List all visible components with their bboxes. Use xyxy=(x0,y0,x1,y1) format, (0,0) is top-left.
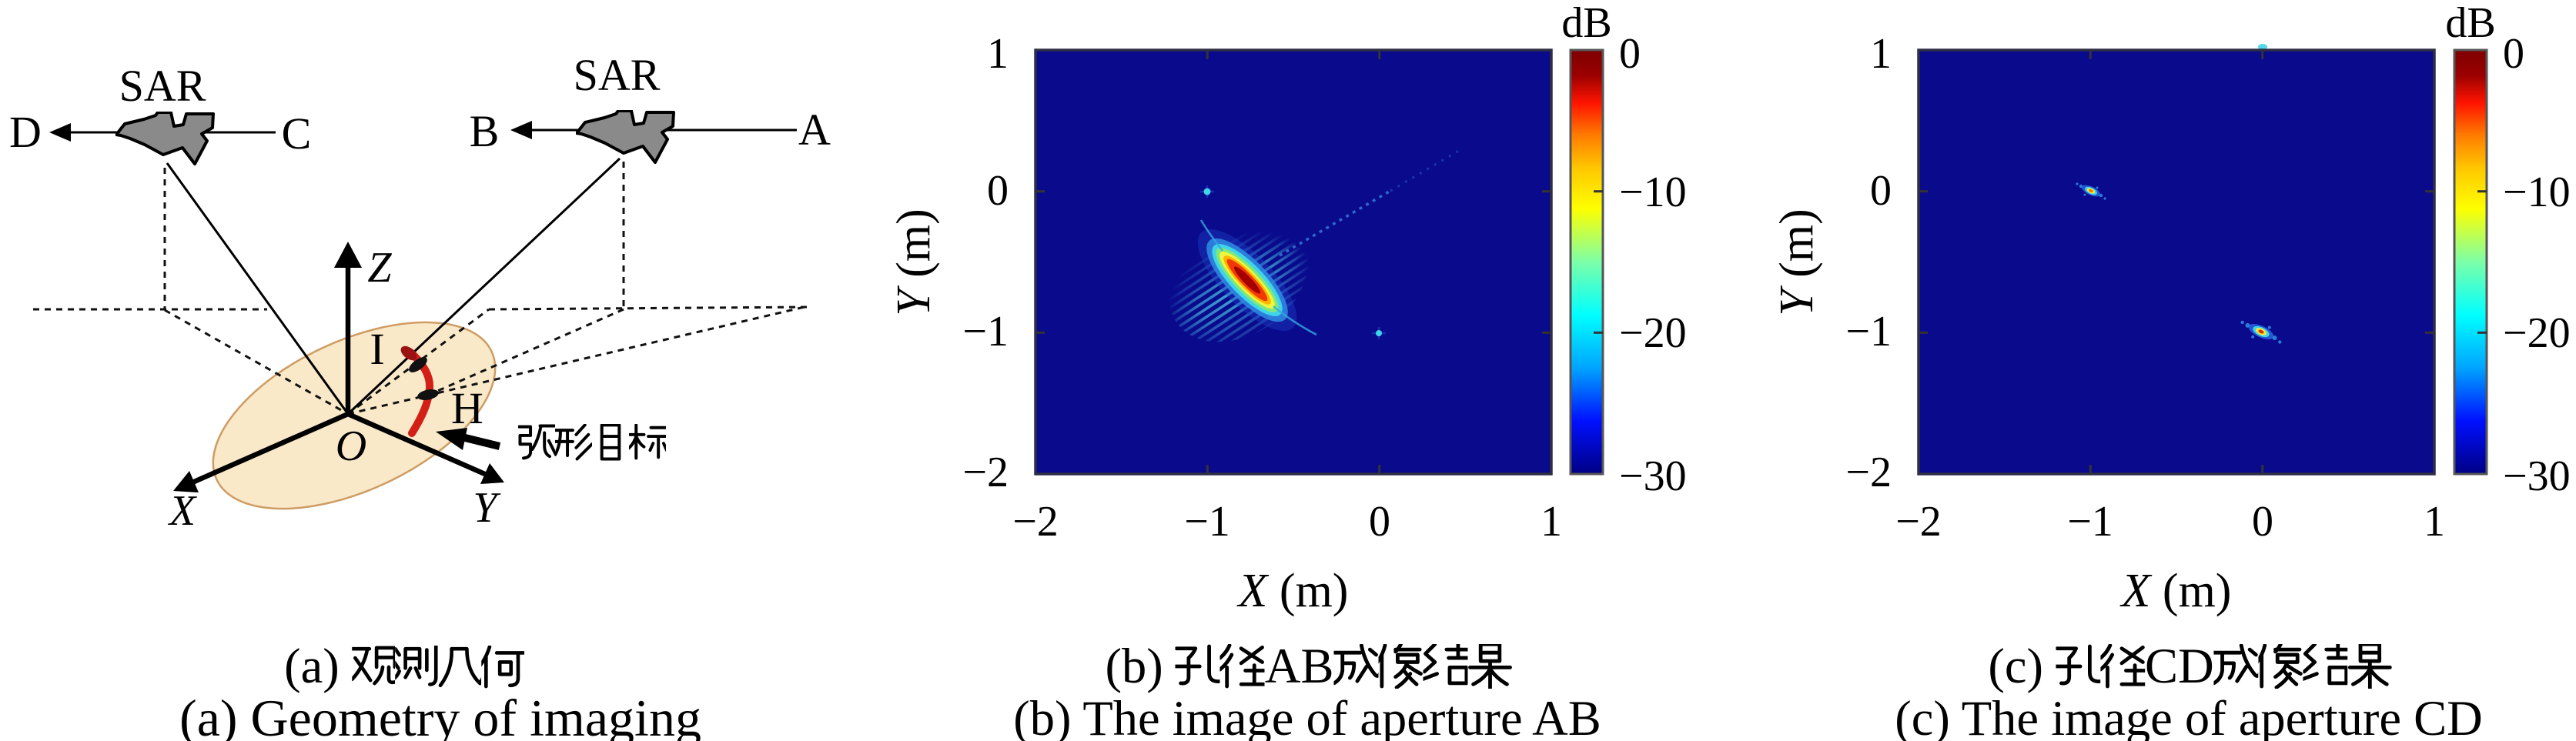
svg-text:−1: −1 xyxy=(1845,308,1892,355)
svg-text:dB: dB xyxy=(1561,0,1611,47)
svg-text:−2: −2 xyxy=(962,449,1009,496)
svg-text:1: 1 xyxy=(987,30,1009,78)
svg-text:−1: −1 xyxy=(962,308,1009,355)
svg-text:−2: −2 xyxy=(1012,498,1059,546)
svg-text:C: C xyxy=(282,108,312,159)
svg-text:0: 0 xyxy=(1870,167,1892,215)
svg-text:D: D xyxy=(9,107,42,157)
svg-text:X (m): X (m) xyxy=(1236,565,1349,617)
svg-text:0: 0 xyxy=(1619,30,1641,78)
svg-text:Y (m): Y (m) xyxy=(888,209,940,316)
svg-text:B: B xyxy=(470,106,500,156)
svg-text:I: I xyxy=(370,324,384,374)
svg-text:Y (m): Y (m) xyxy=(1771,209,1823,316)
svg-text:0: 0 xyxy=(987,167,1009,215)
svg-text:A: A xyxy=(798,105,831,155)
svg-text:−1: −1 xyxy=(1184,498,1230,546)
svg-text:1: 1 xyxy=(1541,498,1562,546)
svg-text:−10: −10 xyxy=(1619,169,1687,216)
svg-text:SAR: SAR xyxy=(119,61,206,111)
svg-text:dB: dB xyxy=(2445,0,2495,47)
svg-text:0: 0 xyxy=(2252,498,2273,546)
svg-text:−10: −10 xyxy=(2503,169,2571,216)
svg-text:Z: Z xyxy=(367,244,392,292)
svg-text:−2: −2 xyxy=(1845,449,1892,496)
svg-text:1: 1 xyxy=(1870,30,1892,78)
svg-text:−30: −30 xyxy=(2503,452,2571,500)
svg-text:−2: −2 xyxy=(1895,498,1942,546)
svg-text:0: 0 xyxy=(2503,30,2524,78)
svg-text:0: 0 xyxy=(1369,498,1390,546)
svg-text:Y: Y xyxy=(473,484,501,532)
svg-text:O: O xyxy=(336,422,366,470)
svg-text:X: X xyxy=(168,487,198,535)
svg-text:X (m): X (m) xyxy=(2119,565,2232,617)
svg-text:−20: −20 xyxy=(2503,309,2571,357)
svg-text:H: H xyxy=(451,383,483,433)
svg-text:−20: −20 xyxy=(1619,309,1687,357)
svg-text:−30: −30 xyxy=(1619,452,1687,500)
svg-text:−1: −1 xyxy=(2067,498,2113,546)
svg-text:SAR: SAR xyxy=(574,50,661,100)
svg-text:1: 1 xyxy=(2424,498,2445,546)
